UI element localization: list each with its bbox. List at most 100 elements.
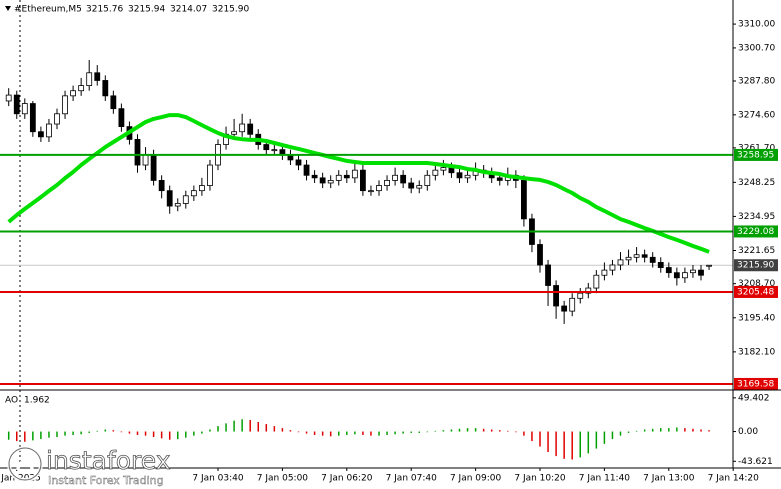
candle-body (319, 177, 326, 184)
y-tick-label: 3287.80 (738, 76, 775, 86)
candle-body (118, 108, 125, 127)
header-icon (5, 6, 11, 11)
header-open: 3215.76 (86, 5, 123, 15)
candle-body (343, 174, 350, 179)
x-tick-label: 7 Jan 10:20 (514, 474, 566, 484)
candle-body (609, 264, 616, 271)
candle-body (424, 174, 431, 186)
candle-body (408, 182, 415, 189)
y-tick-label: 3182.10 (738, 347, 775, 357)
last-price-label: 3215.90 (737, 261, 774, 271)
level-label-box (734, 285, 778, 298)
candle-body (368, 190, 374, 193)
candle-body (38, 131, 44, 138)
candle-body (295, 159, 302, 166)
candle-body (54, 113, 60, 125)
candle-body (351, 169, 358, 179)
y-tick-label: -43.621 (738, 457, 773, 467)
candle-body (247, 123, 254, 135)
candle-body (239, 123, 246, 133)
candle-body (641, 254, 648, 258)
candle-body (456, 172, 463, 179)
candle-body (690, 269, 696, 274)
candle-body (62, 95, 68, 115)
logo-mark (15, 452, 35, 471)
candle-body (311, 174, 318, 179)
level-label: 3169.58 (737, 379, 774, 389)
candle-body (190, 190, 197, 197)
y-tick-label: 3274.60 (738, 110, 775, 120)
x-tick-label: 7 Jan 05:00 (257, 474, 309, 484)
x-tick-label: 7 Jan 13:00 (643, 474, 695, 484)
candle-body (174, 203, 181, 207)
level-label-box (734, 225, 778, 238)
candle-body (13, 94, 20, 115)
brand-name: instaforex (46, 446, 171, 475)
candle-body (150, 154, 157, 181)
candle-body (432, 169, 439, 176)
candle-body (166, 190, 173, 207)
candle-body (5, 94, 12, 102)
brand-tagline: Instant Forex Trading (48, 474, 164, 487)
y-tick-label: 3195.40 (738, 313, 775, 323)
candle-body (545, 264, 551, 286)
candle-body (110, 95, 117, 110)
candle-body (448, 167, 455, 174)
level-label: 3229.08 (737, 227, 774, 237)
candle-body (327, 180, 334, 184)
header-close: 3215.90 (212, 5, 249, 15)
candle-body (359, 169, 366, 192)
candle-body (29, 103, 36, 133)
last-price-box (734, 259, 778, 272)
candle-body (263, 144, 270, 151)
candle-body (392, 174, 399, 181)
candle-body (78, 85, 85, 92)
candle-body (384, 180, 390, 186)
candle-body (271, 149, 278, 152)
candle-body (70, 90, 76, 97)
candle-body (198, 185, 205, 192)
candle-body (537, 244, 543, 266)
candle-body (649, 256, 656, 263)
candle-body (657, 262, 664, 268)
candle-body (698, 269, 704, 276)
candle-body (625, 256, 632, 261)
candle-body (86, 72, 93, 86)
y-tick-label: 3234.95 (738, 212, 775, 222)
candle-body (134, 139, 141, 166)
candle-body (593, 274, 600, 289)
x-tick-label: 7 Jan 06:20 (321, 474, 373, 484)
x-tick-label: 7 Jan 03:40 (192, 474, 244, 484)
candle-body (601, 269, 608, 276)
y-tick-label: 3248.25 (738, 178, 775, 188)
candle-body (464, 174, 471, 179)
candle-body (440, 167, 447, 171)
y-tick-label: 3300.70 (738, 43, 775, 53)
candle-body (553, 285, 559, 307)
header-high: 3215.94 (128, 5, 165, 15)
candle-body (158, 180, 165, 192)
candle-body (617, 259, 624, 266)
candle-body (335, 174, 342, 181)
candle-body (207, 164, 213, 186)
candle-body (561, 305, 568, 312)
y-tick-label: 3310.00 (738, 20, 775, 30)
x-tick-label: 7 Jan 14:20 (708, 474, 760, 484)
candle-body (569, 297, 576, 312)
candle-body (665, 267, 672, 274)
ao-name: AO (5, 396, 18, 406)
header-symbol: #Ethereum,M5 (14, 5, 82, 15)
candle-body (94, 72, 101, 81)
moving-average (7, 113, 710, 254)
candle-body (706, 264, 712, 267)
candle-body (496, 177, 503, 181)
x-tick-label: 7 Jan 11:40 (579, 474, 631, 484)
main-pane: 3310.00 3300.70 3287.80 3274.60 3261.70 3248.… (0, 20, 778, 484)
candle-body (231, 131, 238, 135)
ao-value: 1.962 (24, 396, 50, 406)
branding: instaforex Instant Forex Trading (7, 446, 171, 487)
header-low: 3214.07 (170, 5, 207, 15)
x-tick-label: 7 Jan 09:00 (450, 474, 502, 484)
